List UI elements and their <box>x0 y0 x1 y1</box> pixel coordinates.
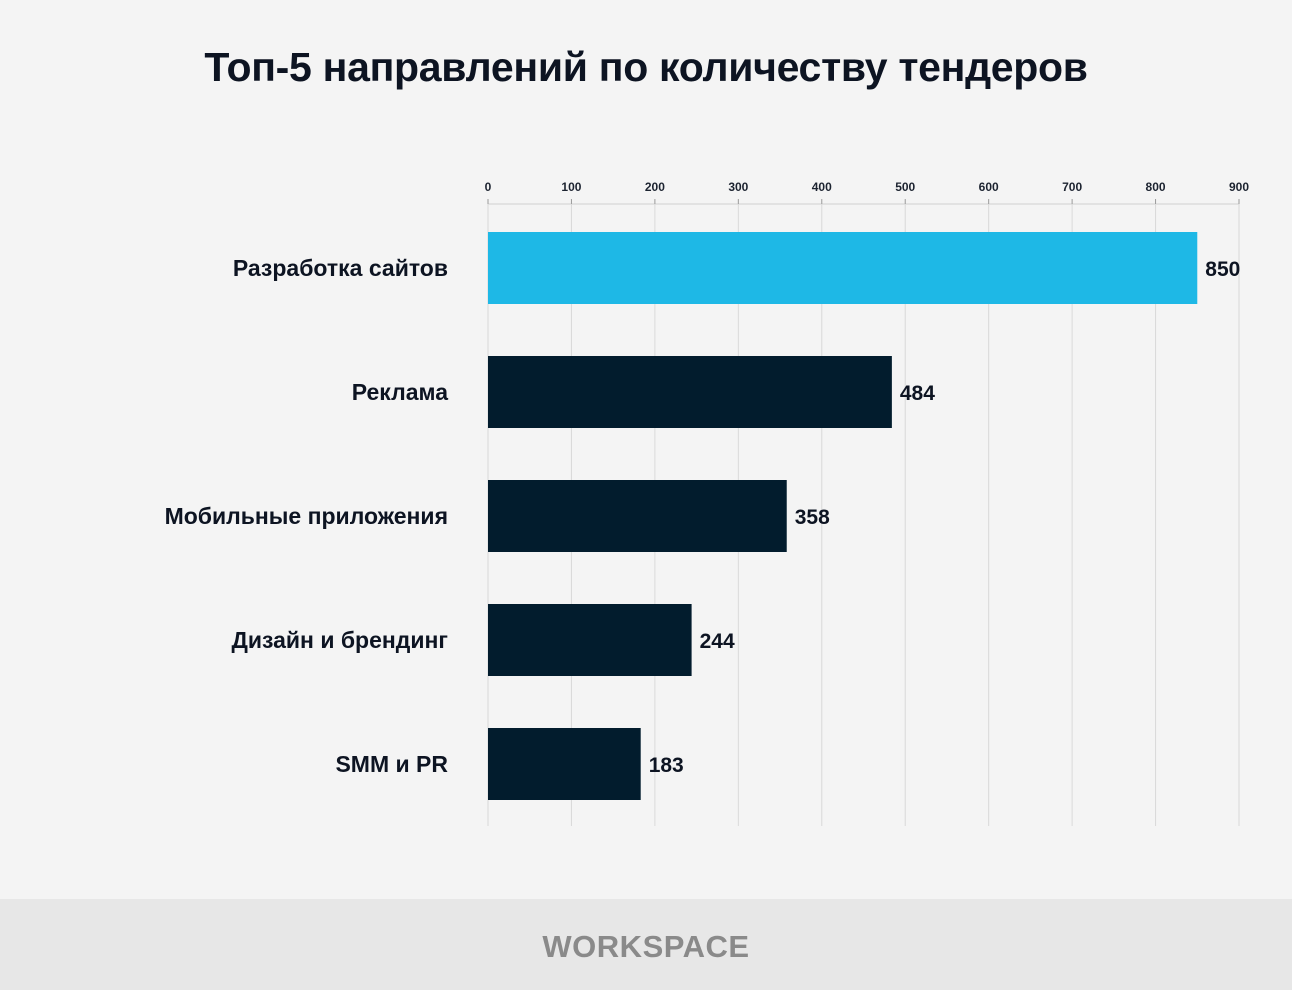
category-labels: Разработка сайтов Реклама Мобильные прилож… <box>165 255 449 777</box>
chart-title: Топ-5 направлений по количеству тендеров <box>204 44 1088 90</box>
bar <box>488 480 787 552</box>
bar <box>488 604 692 676</box>
x-tick-label: 300 <box>728 180 748 194</box>
x-tick-label: 200 <box>645 180 665 194</box>
category-label: Мобильные приложения <box>165 503 448 529</box>
bars <box>488 232 1198 800</box>
value-label: 358 <box>795 506 830 529</box>
bar-chart: 0 100 200 300 400 500 600 700 800 900 Разработка … <box>165 180 1250 826</box>
category-label: Разработка сайтов <box>233 255 448 281</box>
bar <box>488 728 641 800</box>
x-tick-label: 900 <box>1229 180 1249 194</box>
value-label: 850 <box>1205 258 1240 281</box>
value-label: 183 <box>649 754 684 777</box>
bar <box>488 356 892 428</box>
category-label: Дизайн и брендинг <box>231 627 448 653</box>
category-label: Реклама <box>352 379 448 405</box>
x-tick-label: 500 <box>895 180 915 194</box>
bar <box>488 232 1198 304</box>
x-tick-label: 400 <box>812 180 832 194</box>
category-label: SMM и PR <box>335 751 448 777</box>
x-axis-ticks: 0 100 200 300 400 500 600 700 800 900 <box>485 180 1250 194</box>
x-tick-label: 100 <box>561 180 581 194</box>
footer: WORKSPACE <box>0 899 1292 990</box>
value-label: 484 <box>900 382 935 405</box>
x-tick-label: 800 <box>1146 180 1166 194</box>
x-tick-label: 700 <box>1062 180 1082 194</box>
x-tick-label: 0 <box>485 180 492 194</box>
workspace-logo: WORKSPACE <box>542 929 750 964</box>
x-tick-label: 600 <box>979 180 999 194</box>
value-labels: 850 484 358 244 183 <box>649 258 1241 777</box>
value-label: 244 <box>700 630 735 653</box>
